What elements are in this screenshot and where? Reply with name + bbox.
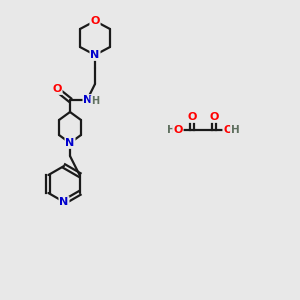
Text: O: O: [209, 112, 219, 122]
Text: H: H: [231, 125, 239, 135]
Text: O: O: [52, 84, 62, 94]
Text: N: N: [59, 197, 69, 207]
Text: H: H: [167, 125, 176, 135]
Text: O: O: [173, 125, 183, 135]
Text: O: O: [223, 125, 233, 135]
Text: N: N: [83, 95, 93, 105]
Text: O: O: [187, 112, 197, 122]
Text: H: H: [91, 96, 99, 106]
Text: N: N: [90, 50, 100, 60]
Text: N: N: [65, 138, 75, 148]
Text: O: O: [90, 16, 100, 26]
